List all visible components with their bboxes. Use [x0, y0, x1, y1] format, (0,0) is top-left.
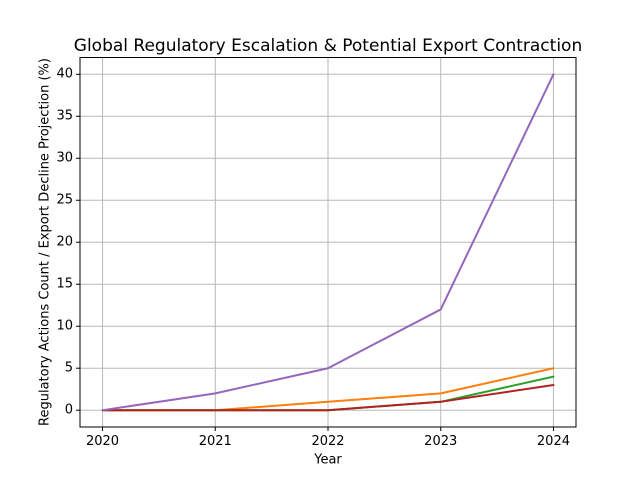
grid-lines	[80, 57, 576, 427]
x-tick-label: 2024	[536, 434, 570, 449]
y-tick-label: 30	[56, 150, 73, 166]
series-purple-line	[101, 73, 555, 412]
y-tick-label: 0	[64, 402, 73, 418]
y-tick-label: 20	[56, 234, 73, 250]
y-tick-label: 40	[56, 66, 73, 82]
series-lines	[101, 73, 555, 412]
x-tick-label: 2023	[424, 434, 458, 449]
y-tick-label: 25	[56, 192, 73, 208]
series-red-line	[101, 384, 555, 412]
y-tick-label: 15	[56, 276, 73, 292]
chart-title: Global Regulatory Escalation & Potential…	[73, 36, 583, 56]
axis-tick-marks	[76, 73, 554, 431]
y-tick-label: 10	[56, 318, 73, 334]
x-tick-label: 2021	[198, 434, 232, 449]
x-axis-label: Year	[314, 452, 342, 468]
x-tick-label: 2020	[85, 434, 120, 449]
x-tick-label: 2022	[311, 434, 345, 449]
y-tick-label: 35	[56, 108, 73, 124]
y-tick-label: 5	[64, 360, 73, 376]
